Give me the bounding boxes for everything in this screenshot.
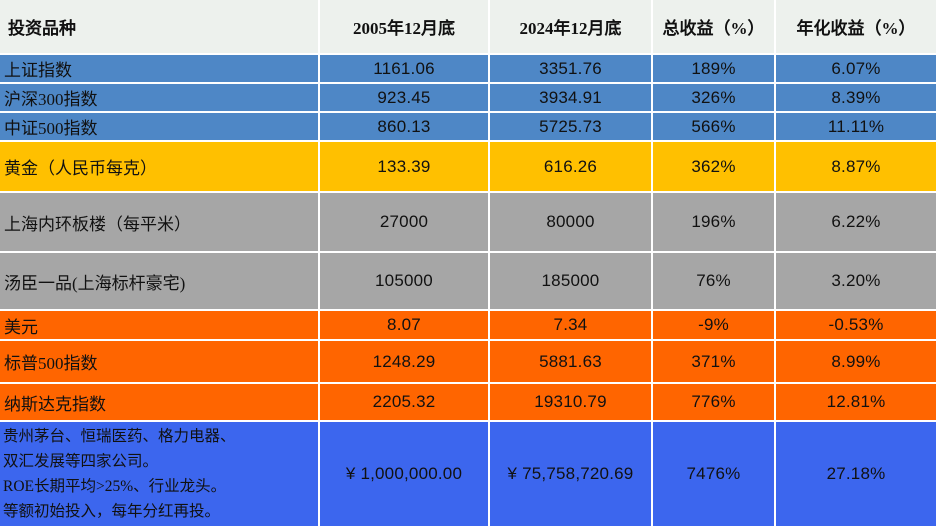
cell-2005: 133.39 [320,142,490,193]
cell-2024: 616.26 [490,142,653,193]
col-header-2005: 2005年12月底 [320,0,490,55]
cell-label: 中证500指数 [0,113,320,142]
cell-2024: ¥ 75,758,720.69 [490,422,653,528]
cell-2024: 80000 [490,193,653,253]
row-usd: 美元 8.07 7.34 -9% -0.53% [0,311,936,341]
cell-total-return: 7476% [653,422,776,528]
cell-annualized-return: 8.39% [776,84,936,113]
col-header-2024: 2024年12月底 [490,0,653,55]
cell-label: 汤臣一品(上海标杆豪宅) [0,253,320,311]
cell-2024: 5881.63 [490,341,653,384]
cell-annualized-return: 27.18% [776,422,936,528]
cell-label: 上证指数 [0,55,320,84]
cell-2005: 8.07 [320,311,490,341]
cell-annualized-return: 6.07% [776,55,936,84]
row-tomson-riviera: 汤臣一品(上海标杆豪宅) 105000 185000 76% 3.20% [0,253,936,311]
cell-total-return: 371% [653,341,776,384]
cell-label: 纳斯达克指数 [0,384,320,422]
cell-2024: 19310.79 [490,384,653,422]
col-header-total-return: 总收益（%） [653,0,776,55]
cell-2024: 5725.73 [490,113,653,142]
cell-total-return: 189% [653,55,776,84]
cell-label: 美元 [0,311,320,341]
cell-total-return: 76% [653,253,776,311]
cell-2005: 105000 [320,253,490,311]
cell-label: 沪深300指数 [0,84,320,113]
cell-2005: 1161.06 [320,55,490,84]
cell-2024: 7.34 [490,311,653,341]
cell-2024: 3351.76 [490,55,653,84]
row-nasdaq-index: 纳斯达克指数 2205.32 19310.79 776% 12.81% [0,384,936,422]
row-gold: 黄金（人民币每克） 133.39 616.26 362% 8.87% [0,142,936,193]
cell-annualized-return: 12.81% [776,384,936,422]
cell-label: 黄金（人民币每克） [0,142,320,193]
cell-total-return: 196% [653,193,776,253]
row-stock-portfolio: 贵州茅台、恒瑞医药、格力电器、 双汇发展等四家公司。 ROE长期平均>25%、行… [0,422,936,528]
cell-annualized-return: -0.53% [776,311,936,341]
cell-annualized-return: 8.87% [776,142,936,193]
cell-total-return: 362% [653,142,776,193]
cell-total-return: -9% [653,311,776,341]
cell-label: 上海内环板楼（每平米） [0,193,320,253]
cell-total-return: 566% [653,113,776,142]
row-sse-index: 上证指数 1161.06 3351.76 189% 6.07% [0,55,936,84]
cell-2005: 27000 [320,193,490,253]
cell-annualized-return: 3.20% [776,253,936,311]
cell-2005: 860.13 [320,113,490,142]
header-row: 投资品种 2005年12月底 2024年12月底 总收益（%） 年化收益（%） [0,0,936,55]
cell-label: 标普500指数 [0,341,320,384]
row-csi500-index: 中证500指数 860.13 5725.73 566% 11.11% [0,113,936,142]
cell-annualized-return: 11.11% [776,113,936,142]
cell-annualized-return: 6.22% [776,193,936,253]
cell-total-return: 776% [653,384,776,422]
cell-2005: 1248.29 [320,341,490,384]
cell-2024: 3934.91 [490,84,653,113]
cell-2005: 2205.32 [320,384,490,422]
cell-label: 贵州茅台、恒瑞医药、格力电器、 双汇发展等四家公司。 ROE长期平均>25%、行… [0,422,320,528]
row-csi300-index: 沪深300指数 923.45 3934.91 326% 8.39% [0,84,936,113]
cell-annualized-return: 8.99% [776,341,936,384]
row-shanghai-apartment: 上海内环板楼（每平米） 27000 80000 196% 6.22% [0,193,936,253]
cell-2005: 923.45 [320,84,490,113]
cell-total-return: 326% [653,84,776,113]
row-sp500-index: 标普500指数 1248.29 5881.63 371% 8.99% [0,341,936,384]
cell-2005: ¥ 1,000,000.00 [320,422,490,528]
cell-2024: 185000 [490,253,653,311]
col-header-annualized-return: 年化收益（%） [776,0,936,55]
col-header-investment-type: 投资品种 [0,0,320,55]
